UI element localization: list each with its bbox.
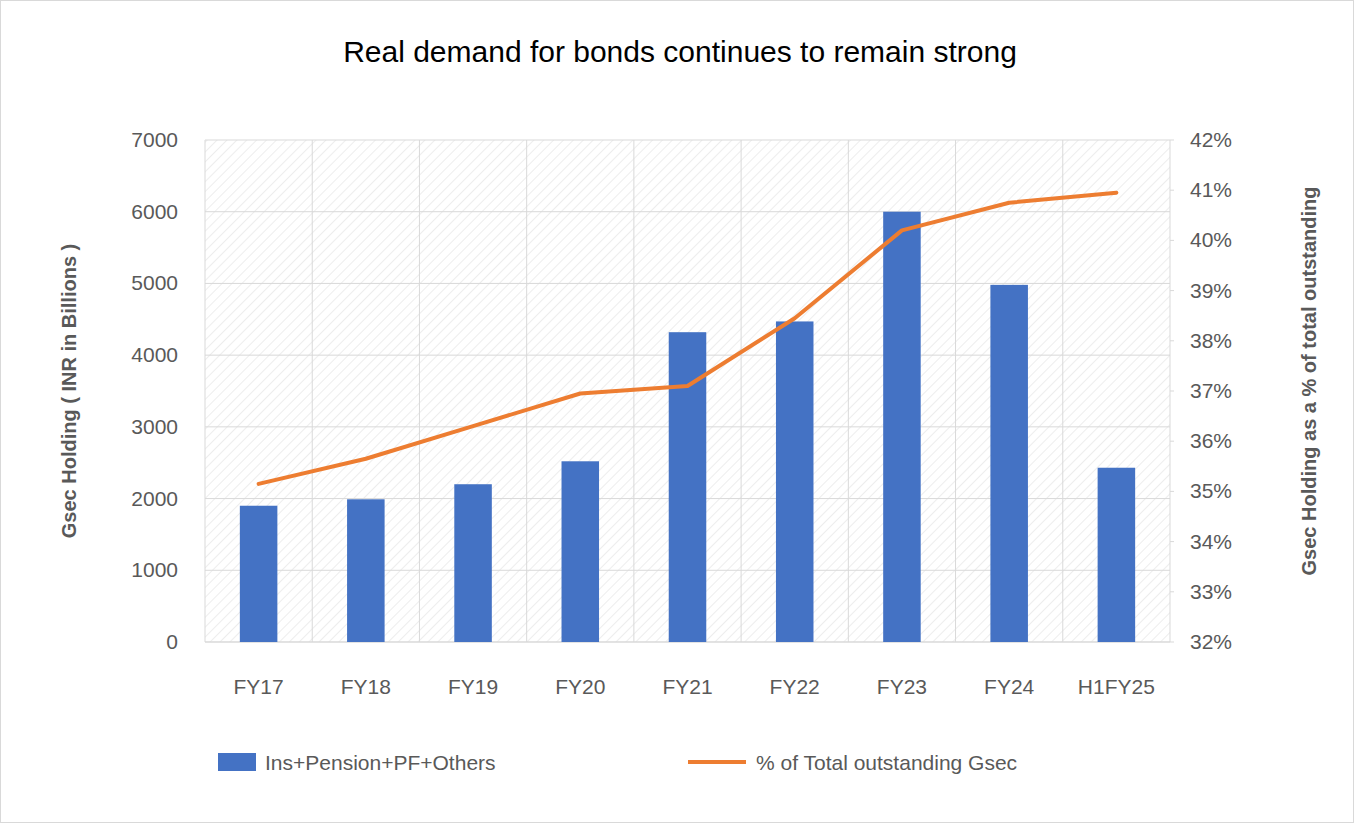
x-tick-label: FY22 [770,675,820,698]
vertical-grid-line [526,140,527,642]
bar [562,461,600,642]
bar [347,499,385,642]
y2-tick-label: 36% [1190,429,1232,452]
legend-swatch [688,760,746,764]
y-tick-label: 5000 [131,271,178,294]
y2-tick-label: 39% [1190,279,1232,302]
y-tick-label: 1000 [131,558,178,581]
y2-tick [1170,340,1174,341]
x-tick-label: FY19 [448,675,498,698]
y-tick-label: 4000 [131,343,178,366]
y2-tick-label: 41% [1190,178,1232,201]
y2-tick [1170,642,1174,643]
y-axis-title: Gsec Holding ( INR in Billions ) [58,244,80,538]
x-tick-label: FY24 [984,675,1035,698]
plot-background [205,140,1170,642]
title: Real demand for bonds continues to remai… [343,35,1017,68]
vertical-grid-line [1062,140,1063,642]
y2-tick-label: 33% [1190,580,1232,603]
legend-swatch [218,753,256,771]
data-group [240,193,1135,642]
line [259,193,1117,484]
x-tick-label: FY21 [662,675,712,698]
vertical-grid-line [419,140,420,642]
y2-tick-label: 40% [1190,228,1232,251]
y2-tick [1170,491,1174,492]
chart-border [1,1,1354,823]
grid-line [205,283,1170,284]
x-tick-label: FY23 [877,675,927,698]
x-tick-label: FY18 [341,675,391,698]
y2-tick [1170,391,1174,392]
y2-tick-label: 34% [1190,530,1232,553]
bar [776,321,814,642]
y2-tick-label: 38% [1190,329,1232,352]
vertical-grid-line [848,140,849,642]
y2-tick-label: 37% [1190,379,1232,402]
bar [454,484,492,642]
x-tick-label: H1FY25 [1078,675,1155,698]
y2-tick-label: 42% [1190,128,1232,151]
vertical-grid-line [205,140,206,642]
vertical-grid-line [312,140,313,642]
y2-tick [1170,441,1174,442]
x-tick-label: FY20 [555,675,605,698]
y-tick-label: 0 [166,630,178,653]
legend: Ins+Pension+PF+Others % of Total outstand… [218,751,1017,774]
grid-line [205,211,1170,212]
x-tick-label: FY17 [234,675,284,698]
y-tick-label: 7000 [131,128,178,151]
bar [883,212,921,642]
y-tick-label: 6000 [131,200,178,223]
y2-tick [1170,140,1174,141]
bar [1098,468,1136,642]
y2-tick [1170,190,1174,191]
chart: Real demand for bonds continues to remai… [0,0,1354,823]
y2-axis-title: Gsec Holding as a % of total outstanding [1298,187,1320,576]
y2-tick-label: 32% [1190,630,1232,653]
y2-tick [1170,240,1174,241]
bar [990,285,1028,642]
y2-tick [1170,541,1174,542]
legend-label: % of Total outstanding Gsec [756,751,1017,774]
vertical-grid-line [741,140,742,642]
grid-line [205,140,1170,141]
y2-tick [1170,591,1174,592]
bar [240,506,278,642]
legend-label: Ins+Pension+PF+Others [265,751,496,774]
y2-tick [1170,290,1174,291]
y-tick-label: 2000 [131,487,178,510]
y2-tick-label: 35% [1190,479,1232,502]
y-tick-label: 3000 [131,415,178,438]
